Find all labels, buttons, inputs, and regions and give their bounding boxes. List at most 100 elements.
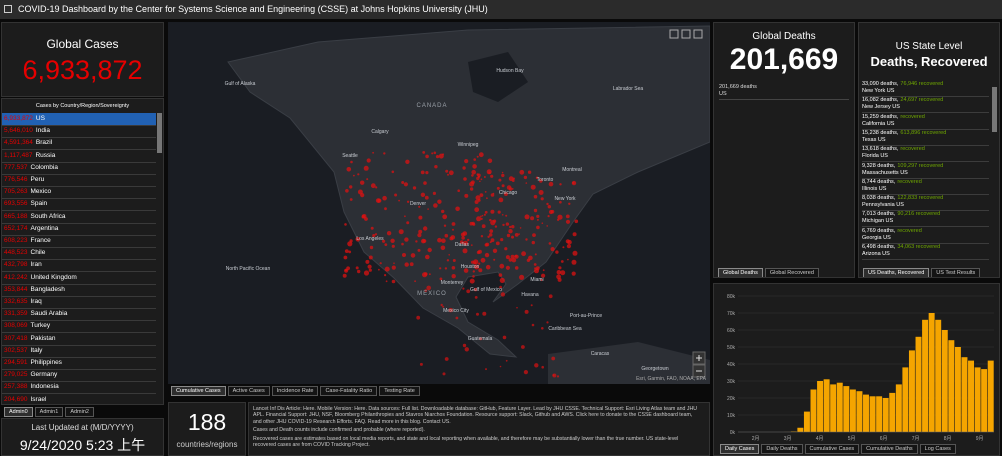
country-row[interactable]: 332,635 Iraq (2, 296, 156, 309)
country-row[interactable]: 665,188 South Africa (2, 211, 156, 224)
country-row[interactable]: 294,591 Philippines (2, 357, 156, 370)
tool-icon[interactable] (693, 29, 703, 39)
country-row[interactable]: 204,690 Israel (2, 394, 156, 404)
case-dot (393, 262, 395, 264)
tab[interactable]: Case-Fatality Ratio (320, 386, 378, 396)
map-label: Winnipeg (458, 142, 479, 148)
country-row[interactable]: 302,537 Italy (2, 345, 156, 358)
state-line: 13,618 deaths, recovered (862, 146, 989, 153)
state-row[interactable]: 8,744 deaths, recovered Illinois US (862, 179, 989, 195)
tab[interactable]: Global Deaths (718, 268, 763, 277)
state-row[interactable]: 7,013 deaths, 90,216 recovered Michigan US (862, 211, 989, 228)
case-dot (444, 357, 449, 361)
country-row[interactable]: 279,025 Germany (2, 369, 156, 383)
state-row[interactable]: 13,618 deaths, recovered Florida US (862, 146, 989, 163)
state-row[interactable]: 16,082 deaths, 24,697 recovered New Jersey… (862, 97, 989, 114)
tab[interactable]: Testing Rate (379, 386, 420, 396)
tab[interactable]: Daily Cases (720, 444, 760, 454)
case-dot (345, 189, 349, 193)
state-row[interactable]: 15,259 deaths, recovered California US (862, 114, 989, 130)
state-row[interactable]: 33,090 deaths, 76,946 recovered New York U… (862, 81, 989, 97)
case-dot (368, 268, 372, 272)
case-dot (495, 241, 500, 246)
case-dot (418, 229, 423, 234)
case-dot (519, 227, 522, 229)
map-labels: CANADA Gulf of Alaska Hudson Bay Labrador S… (225, 68, 669, 372)
case-dot (558, 266, 562, 270)
y-tick-label: 30k (727, 379, 736, 385)
case-dot (540, 197, 544, 201)
tab[interactable]: Incidence Rate (271, 386, 319, 396)
tool-icon[interactable] (681, 29, 691, 39)
country-row[interactable]: 652,174 Argentina (2, 223, 156, 236)
state-deaths: 8,038 deaths, (862, 195, 896, 202)
tab[interactable]: US Deaths, Recovered (863, 268, 930, 277)
daily-chart: 0k 10k 20k 30k 40k 50k 60k 70k 80k 2月 3月 4月 5月 6月 7月 8月… (727, 294, 994, 442)
country-row[interactable]: 257,388 Indonesia (2, 381, 156, 395)
tab[interactable]: Admin1 (34, 407, 64, 417)
scrollbar[interactable] (992, 87, 997, 132)
state-deaths: 33,090 deaths, (862, 81, 899, 87)
country-row[interactable]: 353,844 Bangladesh (2, 284, 156, 297)
country-count: 294,591 (4, 359, 28, 366)
state-name: New York US (862, 88, 895, 94)
country-row[interactable]: 693,556 Spain (2, 198, 156, 212)
country-row[interactable]: 776,546 Peru (2, 174, 156, 187)
scrollbar[interactable] (157, 113, 162, 153)
country-row[interactable]: 777,537 Colombia (2, 162, 156, 175)
map-tools[interactable] (669, 29, 703, 39)
tab[interactable]: Admin2 (65, 407, 94, 417)
state-row[interactable]: 9,328 deaths, 109,297 recovered Massachuse… (862, 163, 989, 179)
case-dot (555, 250, 559, 254)
country-row[interactable]: 331,359 Saudi Arabia (2, 308, 156, 322)
y-tick-label: 0k (730, 430, 736, 436)
case-dot (383, 152, 386, 155)
case-dot (363, 165, 369, 171)
tab[interactable]: Cumulative Cases (804, 444, 860, 454)
tab[interactable]: US Test Results (931, 268, 981, 277)
state-row[interactable]: 15,238 deaths, 613,896 recovered Texas US (862, 130, 989, 146)
zoom-control[interactable] (692, 351, 706, 378)
map[interactable]: CANADA Gulf of Alaska Hudson Bay Labrador S… (168, 22, 710, 384)
map-label: Miami (530, 277, 543, 283)
state-row[interactable]: 6,498 deaths, 34,063 recovered Arizona US (862, 244, 989, 260)
country-row[interactable]: 4,591,364 Brazil (2, 137, 156, 151)
country-row[interactable]: 308,069 Turkey (2, 320, 156, 334)
tool-icon[interactable] (669, 29, 679, 39)
case-dot (464, 159, 469, 164)
country-row[interactable]: 307,418 Pakistan (2, 333, 156, 346)
tab[interactable]: Daily Deaths (761, 444, 803, 454)
case-dot (342, 273, 347, 278)
country-row[interactable]: 432,798 Iran (2, 259, 156, 273)
country-row[interactable]: 5,646,010 India (2, 125, 156, 139)
case-dot (472, 164, 477, 169)
country-row[interactable]: 608,223 France (2, 235, 156, 248)
tab[interactable]: Global Recovered (764, 268, 819, 277)
tab[interactable]: Active Cases (227, 386, 270, 396)
state-name: Illinois US (862, 185, 887, 192)
bar (935, 319, 942, 432)
tab[interactable]: Cumulative Cases (171, 386, 226, 396)
tab[interactable]: Admin0 (4, 407, 33, 417)
case-dot (372, 151, 374, 154)
land-north-america (227, 25, 710, 358)
case-dot (434, 165, 438, 169)
case-dot (463, 268, 469, 273)
tab[interactable]: Cumulative Deaths (861, 444, 918, 454)
country-row[interactable]: 448,523 Chile (2, 247, 156, 261)
country-row[interactable]: 1,117,487 Russia (2, 150, 156, 163)
bar (922, 319, 929, 432)
case-dot (346, 266, 350, 271)
case-dot (530, 304, 533, 307)
case-dot (539, 179, 543, 183)
state-row[interactable]: 6,769 deaths, recovered Georgia US (862, 228, 989, 244)
bar (954, 347, 961, 432)
state-row[interactable]: 8,038 deaths, 122,833 recovered Pennsylvan… (862, 195, 989, 212)
country-row[interactable]: 412,242 United Kingdom (2, 272, 156, 285)
menu-icon[interactable] (4, 5, 12, 13)
country-row[interactable]: 6,933,872 US (2, 113, 156, 126)
case-dot (548, 181, 554, 187)
country-row[interactable]: 705,263 Mexico (2, 186, 156, 200)
case-dot (404, 262, 409, 267)
tab[interactable]: Log Cases (919, 444, 956, 454)
